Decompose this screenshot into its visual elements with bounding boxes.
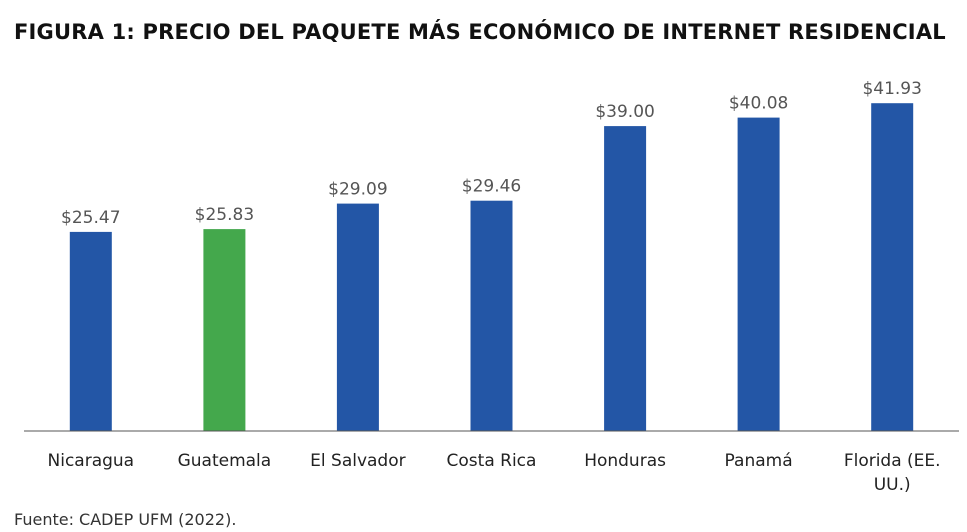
category-label-5: Panamá: [725, 451, 793, 471]
category-label-6-line-0: Florida (EE.: [844, 451, 941, 471]
category-labels-group: Nicaragua Guatemala El Salvador Costa Rica H…: [48, 451, 941, 495]
bar-5: [737, 117, 780, 431]
category-label-4: Honduras: [584, 451, 666, 471]
value-label-2: $29.09: [328, 180, 387, 200]
value-label-5: $40.08: [729, 94, 788, 114]
category-label-0: Nicaragua: [48, 451, 135, 471]
source-note: Fuente: CADEP UFM (2022).: [14, 510, 237, 529]
category-label-2: El Salvador: [310, 451, 405, 471]
category-label-1: Guatemala: [178, 451, 272, 471]
value-label-0: $25.47: [61, 208, 120, 228]
category-label-6-line-1: UU.): [874, 475, 911, 495]
bars-group: [69, 103, 914, 431]
bar-4: [604, 126, 647, 431]
chart-title: FIGURA 1: PRECIO DEL PAQUETE MÁS ECONÓMI…: [14, 20, 946, 44]
bar-1: [203, 229, 246, 431]
value-labels-group: $25.47 $25.83 $29.09 $29.46 $39.00 $40.08 $41.…: [61, 79, 922, 228]
value-label-3: $29.46: [462, 177, 521, 197]
value-label-4: $39.00: [595, 102, 654, 122]
value-label-6: $41.93: [862, 79, 921, 99]
bar-3: [470, 200, 513, 431]
bar-6: [871, 103, 914, 431]
bar-0: [69, 231, 112, 431]
value-label-1: $25.83: [195, 205, 254, 225]
category-label-3: Costa Rica: [447, 451, 537, 471]
bar-2: [336, 203, 379, 431]
